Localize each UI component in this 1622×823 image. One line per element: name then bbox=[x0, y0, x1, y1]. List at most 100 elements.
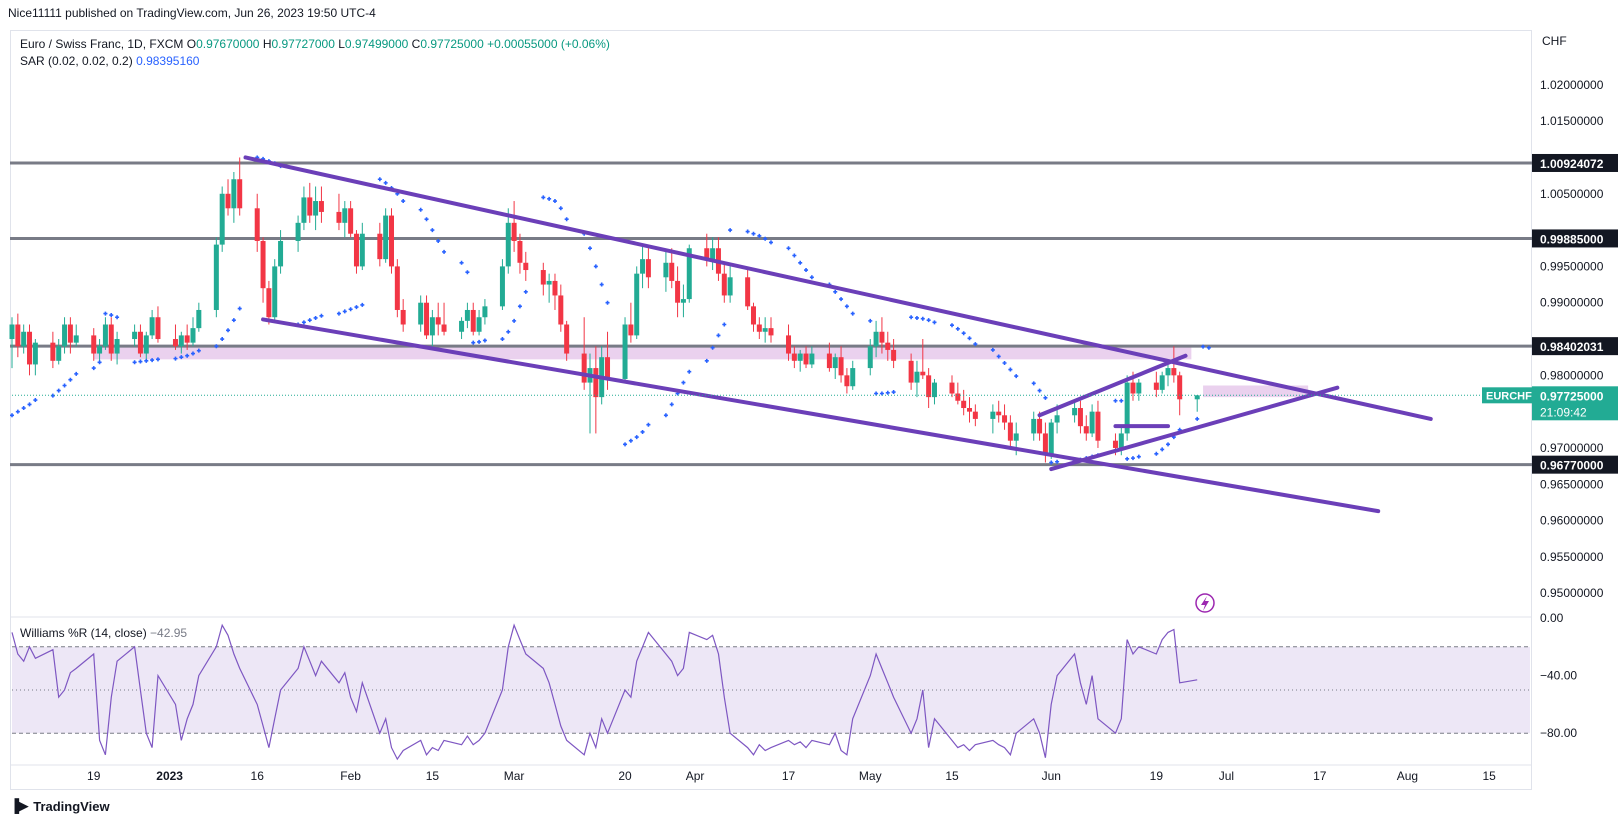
candle-body[interactable] bbox=[1112, 440, 1118, 448]
candle-body[interactable] bbox=[231, 179, 237, 209]
candle-body[interactable] bbox=[102, 324, 108, 347]
candle-body[interactable] bbox=[622, 324, 628, 379]
candle-body[interactable] bbox=[213, 244, 219, 310]
candle-body[interactable] bbox=[389, 215, 394, 267]
candle-body[interactable] bbox=[850, 368, 856, 387]
candle-body[interactable] bbox=[1037, 418, 1043, 434]
candle-body[interactable] bbox=[990, 411, 996, 419]
candle-body[interactable] bbox=[1159, 375, 1165, 390]
candle-body[interactable] bbox=[336, 211, 342, 223]
candle-body[interactable] bbox=[155, 317, 161, 340]
candle-body[interactable] bbox=[219, 193, 225, 245]
candle-body[interactable] bbox=[675, 280, 681, 303]
candle-body[interactable] bbox=[873, 331, 879, 347]
candle-body[interactable] bbox=[727, 277, 733, 296]
candle-body[interactable] bbox=[546, 280, 552, 285]
candle-body[interactable] bbox=[634, 273, 640, 336]
candle-body[interactable] bbox=[996, 411, 1002, 416]
candle-body[interactable] bbox=[710, 248, 716, 260]
candle-body[interactable] bbox=[470, 309, 476, 332]
candle-body[interactable] bbox=[21, 331, 27, 347]
candle-body[interactable] bbox=[178, 335, 184, 347]
candle-body[interactable] bbox=[15, 324, 21, 347]
candle-body[interactable] bbox=[32, 342, 38, 365]
candle-body[interactable] bbox=[184, 335, 190, 343]
candle-body[interactable] bbox=[383, 215, 389, 260]
candle-body[interactable] bbox=[418, 302, 424, 325]
candle-body[interactable] bbox=[260, 240, 266, 289]
candle-body[interactable] bbox=[826, 353, 832, 369]
candle-body[interactable] bbox=[73, 335, 79, 343]
candle-body[interactable] bbox=[786, 335, 792, 354]
candle-body[interactable] bbox=[62, 324, 68, 347]
candle-body[interactable] bbox=[1048, 422, 1054, 456]
trendline[interactable] bbox=[243, 155, 1433, 421]
candle-body[interactable] bbox=[1171, 368, 1177, 376]
candle-body[interactable] bbox=[564, 324, 570, 354]
candle-body[interactable] bbox=[891, 349, 897, 361]
candle-body[interactable] bbox=[266, 288, 272, 318]
candle-body[interactable] bbox=[353, 233, 359, 267]
candle-body[interactable] bbox=[307, 197, 313, 216]
candle-body[interactable] bbox=[1031, 418, 1037, 434]
candle-body[interactable] bbox=[254, 208, 260, 241]
candle-body[interactable] bbox=[313, 201, 319, 216]
candle-body[interactable] bbox=[605, 357, 611, 379]
candle-body[interactable] bbox=[132, 331, 138, 340]
candle-body[interactable] bbox=[745, 277, 751, 307]
candle-body[interactable] bbox=[1124, 382, 1130, 434]
candle-body[interactable] bbox=[809, 353, 815, 365]
tradingview-logo[interactable]: ▐▶ TradingView bbox=[10, 798, 110, 814]
candle-body[interactable] bbox=[9, 324, 15, 340]
williams-line[interactable] bbox=[11, 623, 1198, 761]
candle-body[interactable] bbox=[359, 233, 365, 267]
candle-body[interactable] bbox=[348, 208, 354, 234]
candle-body[interactable] bbox=[441, 324, 447, 332]
candle-body[interactable] bbox=[196, 309, 202, 329]
candle-body[interactable] bbox=[499, 266, 505, 307]
trendline[interactable] bbox=[261, 317, 1381, 514]
candle-body[interactable] bbox=[394, 266, 400, 310]
candle-body[interactable] bbox=[540, 270, 546, 285]
candle-body[interactable] bbox=[552, 280, 558, 296]
candle-body[interactable] bbox=[225, 193, 231, 209]
candle-body[interactable] bbox=[295, 222, 301, 241]
candle-body[interactable] bbox=[640, 259, 646, 274]
candle-body[interactable] bbox=[67, 324, 73, 343]
candle-body[interactable] bbox=[91, 335, 97, 354]
candle-body[interactable] bbox=[885, 342, 891, 350]
trendline[interactable] bbox=[1037, 353, 1188, 418]
candle-body[interactable] bbox=[879, 331, 885, 343]
candle-body[interactable] bbox=[721, 273, 727, 296]
candle-body[interactable] bbox=[844, 375, 850, 387]
candle-body[interactable] bbox=[581, 353, 587, 383]
candle-body[interactable] bbox=[920, 371, 926, 376]
candle-body[interactable] bbox=[955, 393, 961, 401]
candle-body[interactable] bbox=[1130, 382, 1136, 394]
candle-body[interactable] bbox=[172, 339, 178, 347]
candle-body[interactable] bbox=[114, 339, 120, 354]
candle-body[interactable] bbox=[750, 306, 756, 325]
candle-body[interactable] bbox=[237, 179, 243, 209]
candle-body[interactable] bbox=[1095, 411, 1101, 441]
candle-body[interactable] bbox=[628, 324, 634, 336]
candle-body[interactable] bbox=[137, 331, 143, 354]
candle-body[interactable] bbox=[593, 368, 599, 398]
candle-body[interactable] bbox=[97, 346, 103, 354]
candle-body[interactable] bbox=[517, 240, 523, 263]
candle-body[interactable] bbox=[967, 408, 973, 412]
candle-body[interactable] bbox=[961, 400, 967, 409]
candle-body[interactable] bbox=[424, 302, 430, 336]
candle-body[interactable] bbox=[435, 317, 441, 325]
candle-body[interactable] bbox=[272, 266, 278, 318]
candle-body[interactable] bbox=[301, 197, 307, 223]
candle-body[interactable] bbox=[482, 306, 488, 318]
candle-body[interactable] bbox=[1118, 433, 1124, 448]
candle-body[interactable] bbox=[1002, 415, 1008, 423]
sar-label[interactable]: SAR (0.02, 0.02, 0.2) bbox=[20, 54, 133, 68]
candle-body[interactable] bbox=[429, 317, 435, 336]
candle-body[interactable] bbox=[1077, 408, 1083, 427]
candle-body[interactable] bbox=[27, 331, 33, 365]
candle-body[interactable] bbox=[476, 317, 482, 332]
